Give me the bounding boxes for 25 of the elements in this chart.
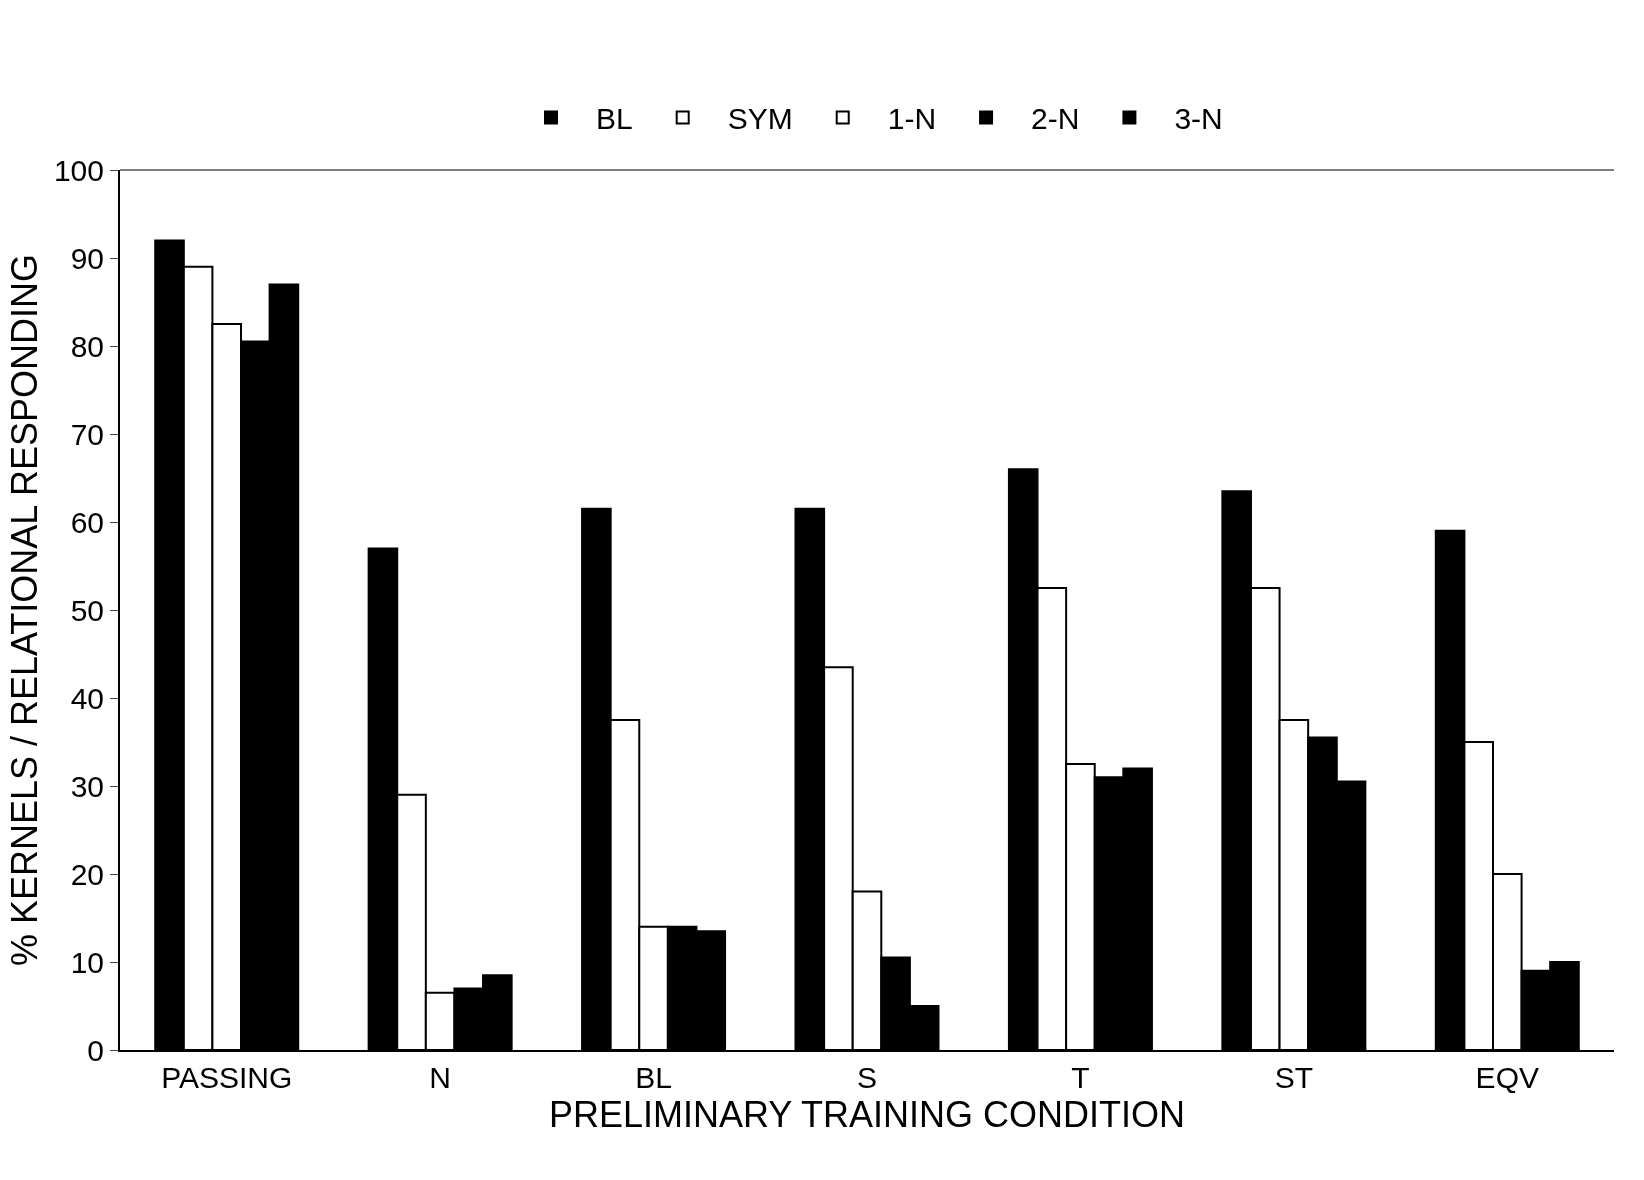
x-tick-label: PASSING xyxy=(161,1061,293,1094)
x-tick-label: T xyxy=(1071,1061,1090,1094)
y-tick-label: 100 xyxy=(53,153,104,187)
legend-label: 1-N xyxy=(887,102,937,136)
x-tick-label: S xyxy=(856,1061,878,1094)
y-tick-label: 40 xyxy=(70,681,104,715)
y-tick-label: 50 xyxy=(70,593,104,627)
y-tick-label: 10 xyxy=(70,945,104,979)
x-tick-label: EQV xyxy=(1475,1061,1539,1094)
x-axis-title: PRELIMINARY TRAINING CONDITION xyxy=(548,1094,1186,1135)
y-tick-label: 80 xyxy=(70,329,104,363)
y-tick-label: 0 xyxy=(87,1033,104,1067)
y-tick-label: 30 xyxy=(70,769,104,803)
y-tick-label: 20 xyxy=(70,857,104,891)
y-tick-label: 70 xyxy=(70,417,104,451)
legend-label: 3-N xyxy=(1174,102,1223,136)
legend-label: 2-N xyxy=(1031,102,1080,136)
x-tick-label: BL xyxy=(635,1061,672,1094)
y-tick-label: 90 xyxy=(70,241,104,275)
x-tick-label: ST xyxy=(1274,1061,1314,1094)
legend-label: SYM xyxy=(727,102,793,136)
legend-label: BL xyxy=(596,102,633,136)
y-axis-title: % KERNELS / RELATIONAL RESPONDING xyxy=(4,253,45,967)
x-tick-label: N xyxy=(429,1061,451,1094)
y-tick-label: 60 xyxy=(70,505,104,539)
